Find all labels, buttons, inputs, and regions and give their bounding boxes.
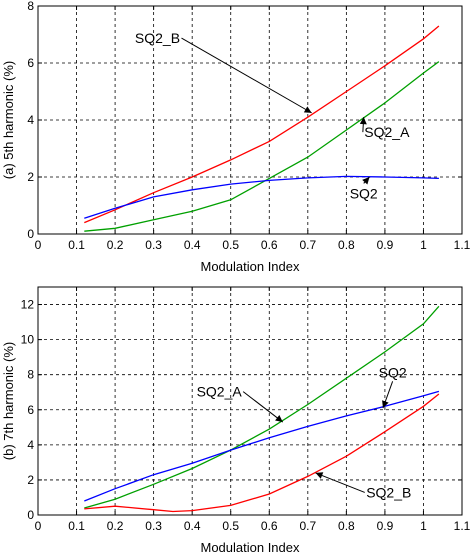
x-tick-label: 0 xyxy=(35,519,42,533)
series-line-sq2-a xyxy=(84,305,440,509)
y-tick-label: 10 xyxy=(21,333,35,347)
x-tick-label: 0 xyxy=(35,238,42,252)
y-axis-label: (a) 5th harmonic (%) xyxy=(1,61,16,179)
x-tick-label: 0.2 xyxy=(107,519,124,533)
annotation-arrow-head xyxy=(275,415,283,423)
x-tick-label: 0.5 xyxy=(222,238,239,252)
y-tick-label: 0 xyxy=(27,227,34,241)
series-line-sq2 xyxy=(84,390,440,502)
annotation-label-sq2-a: SQ2_A xyxy=(364,124,410,140)
x-tick-label: 0.4 xyxy=(184,238,201,252)
x-tick-label: 0.7 xyxy=(299,519,316,533)
series-line-sq2-b xyxy=(84,25,440,224)
series-line-sq2-b xyxy=(84,393,440,513)
series-line-sq2-a xyxy=(84,61,440,232)
annotation-arrow-head xyxy=(303,106,312,113)
x-tick-label: 0.7 xyxy=(299,238,316,252)
y-tick-label: 12 xyxy=(21,298,35,312)
x-tick-label: 0.1 xyxy=(68,238,85,252)
y-tick-label: 2 xyxy=(27,170,34,184)
x-tick-label: 0.2 xyxy=(107,238,124,252)
y-tick-label: 8 xyxy=(27,0,34,13)
y-axis-label: (b) 7th harmonic (%) xyxy=(1,342,16,460)
x-tick-label: 0.9 xyxy=(377,238,394,252)
x-tick-label: 1 xyxy=(420,519,427,533)
x-axis-label: Modulation Index xyxy=(200,540,300,555)
annotation-label-sq2: SQ2 xyxy=(379,364,407,380)
plot-frame xyxy=(37,286,463,516)
annotation-arrow-line xyxy=(242,391,284,423)
chart-panel-a: 0 0.1 0.2 0.3 0.4 0.5 0.6 0.7 0.8 0.9 1 1.1 0 2 4 6 8 Mod… xyxy=(1,0,471,274)
annotation-label-sq2-b: SQ2_B xyxy=(135,30,180,46)
y-tick-label: 6 xyxy=(27,56,34,70)
x-tick-label: 1.1 xyxy=(454,238,471,252)
annotation-arrow-line xyxy=(181,37,312,114)
y-tick-label: 4 xyxy=(27,113,34,127)
x-tick-label: 0.3 xyxy=(145,238,162,252)
y-tick-label: 2 xyxy=(27,473,34,487)
annotation-arrow-head xyxy=(315,472,324,479)
x-tick-label: 1.1 xyxy=(454,519,471,533)
x-tick-label: 0.8 xyxy=(338,519,355,533)
annotation-arrow-head xyxy=(359,117,367,125)
series-line-sq2 xyxy=(84,175,439,219)
x-tick-label: 0.8 xyxy=(338,238,355,252)
annotation-label-sq2-b: SQ2_B xyxy=(366,484,411,500)
chart-panel-b: 0 0.1 0.2 0.3 0.4 0.5 0.6 0.7 0.8 0.9 1 1.1 0 2 4 6 8 10 1… xyxy=(1,286,471,555)
y-tick-label: 0 xyxy=(27,508,34,522)
annotation-arrow-head xyxy=(362,177,370,185)
x-tick-label: 0.1 xyxy=(68,519,85,533)
x-axis-label: Modulation Index xyxy=(200,259,300,274)
x-tick-label: 0.6 xyxy=(261,238,278,252)
annotation-arrow-head xyxy=(382,400,389,409)
x-tick-label: 0.9 xyxy=(377,519,394,533)
x-tick-label: 0.6 xyxy=(261,519,278,533)
annotation-label-sq2-a: SQ2_A xyxy=(197,384,243,400)
x-tick-label: 1 xyxy=(420,238,427,252)
y-tick-label: 6 xyxy=(27,403,34,417)
annotation-arrow-line xyxy=(315,472,365,493)
y-tick-label: 8 xyxy=(27,368,34,382)
x-tick-label: 0.5 xyxy=(222,519,239,533)
annotation-label-sq2: SQ2 xyxy=(350,185,378,201)
y-tick-label: 4 xyxy=(27,438,34,452)
x-tick-label: 0.4 xyxy=(184,519,201,533)
x-tick-label: 0.3 xyxy=(145,519,162,533)
